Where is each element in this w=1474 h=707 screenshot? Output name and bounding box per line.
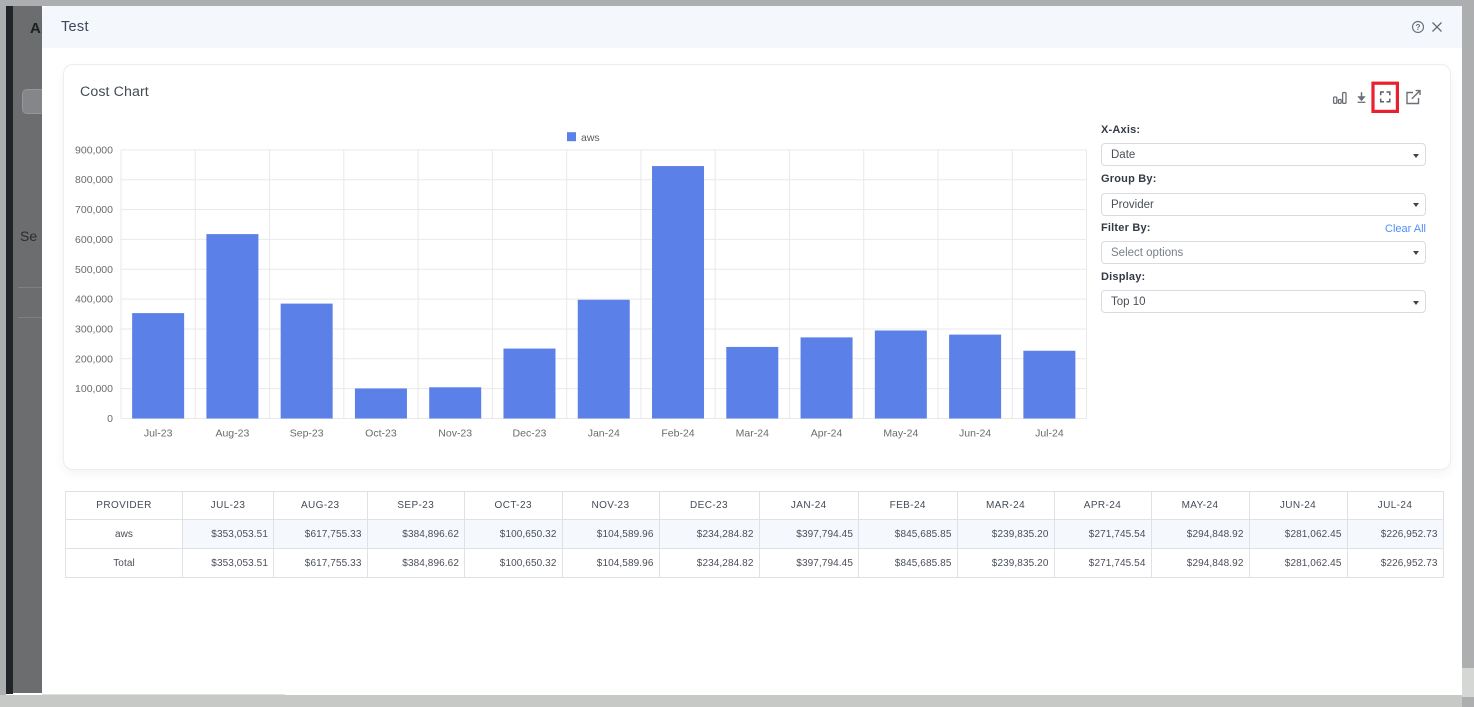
svg-text:Jun-24: Jun-24 — [959, 428, 991, 440]
svg-text:Nov-23: Nov-23 — [438, 428, 472, 440]
svg-text:600,000: 600,000 — [75, 234, 113, 246]
svg-text:900,000: 900,000 — [75, 144, 113, 156]
svg-text:Dec-23: Dec-23 — [513, 428, 547, 440]
svg-text:May-24: May-24 — [883, 428, 918, 440]
svg-text:Oct-23: Oct-23 — [365, 428, 397, 440]
svg-text:aws: aws — [581, 132, 600, 144]
svg-text:Apr-24: Apr-24 — [811, 428, 843, 440]
svg-text:Feb-24: Feb-24 — [661, 428, 694, 440]
svg-text:100,000: 100,000 — [75, 383, 113, 395]
svg-text:400,000: 400,000 — [75, 294, 113, 306]
svg-text:700,000: 700,000 — [75, 204, 113, 216]
svg-text:Jul-24: Jul-24 — [1035, 428, 1064, 440]
svg-text:Jul-23: Jul-23 — [144, 428, 173, 440]
svg-text:200,000: 200,000 — [75, 353, 113, 365]
svg-text:Aug-23: Aug-23 — [215, 428, 249, 440]
svg-text:800,000: 800,000 — [75, 174, 113, 186]
svg-text:500,000: 500,000 — [75, 264, 113, 276]
svg-text:?: ? — [1415, 23, 1420, 32]
svg-text:300,000: 300,000 — [75, 323, 113, 335]
svg-text:0: 0 — [107, 413, 113, 425]
svg-text:Mar-24: Mar-24 — [736, 428, 769, 440]
svg-text:Jan-24: Jan-24 — [588, 428, 620, 440]
svg-text:Sep-23: Sep-23 — [290, 428, 324, 440]
